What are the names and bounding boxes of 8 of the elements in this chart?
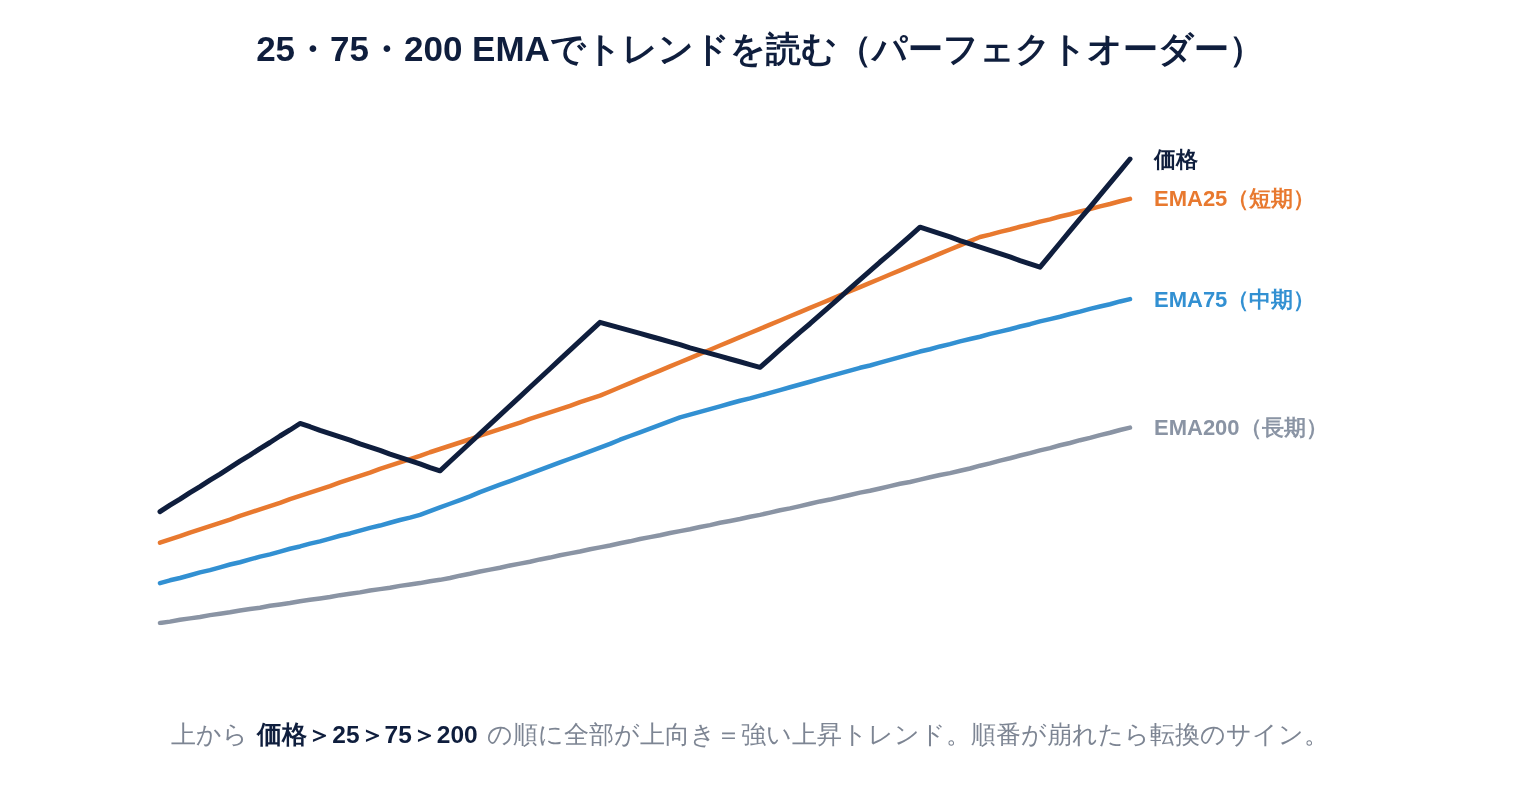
series-label: EMA75（中期） <box>1154 286 1316 312</box>
series-label: EMA200（長期） <box>1154 415 1328 441</box>
text: 価格＞25＞75＞200 <box>257 721 478 748</box>
series-label: 価格 <box>1153 146 1199 172</box>
chart-title: 25・75・200 EMAでトレンドを読む（パーフェクトオーダー） <box>256 29 1264 68</box>
series-label: EMA25（短期） <box>1154 186 1316 212</box>
text: 上から <box>171 721 249 748</box>
text: の順に全部が上向き＝強い上昇トレンド。順番が崩れたら転換のサイン。 <box>486 721 1329 748</box>
